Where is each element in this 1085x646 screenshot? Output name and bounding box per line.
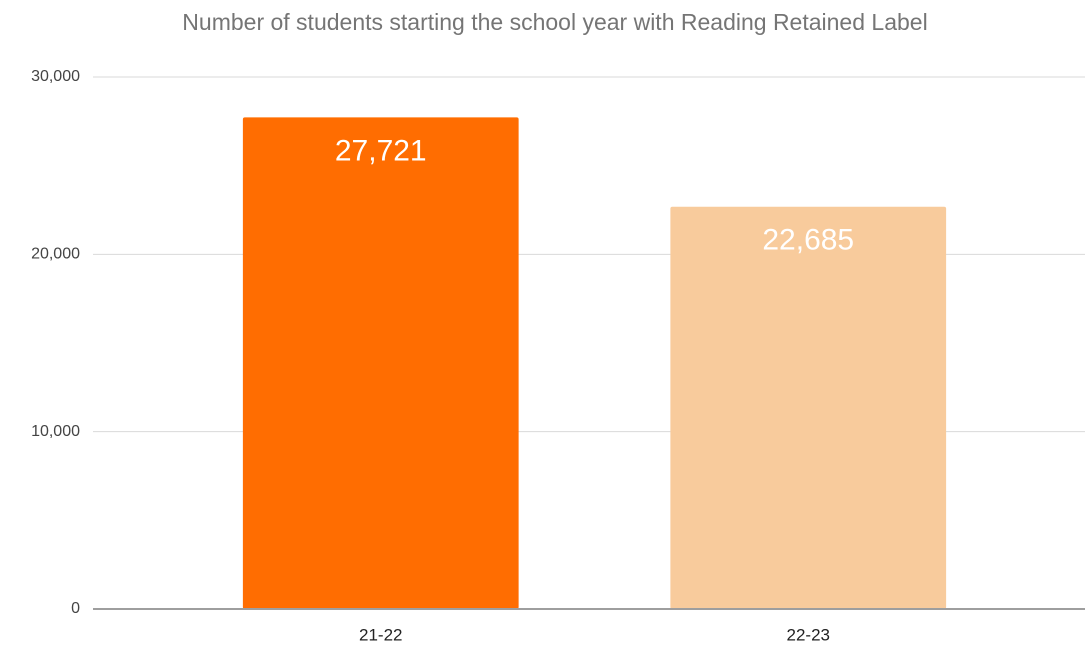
y-tick-label: 0 [71,600,80,617]
y-tick-label: 30,000 [31,68,80,85]
y-tick-label: 20,000 [31,246,80,263]
y-tick-label: 10,000 [31,423,80,440]
bar [242,117,519,609]
data-label: 27,721 [335,134,427,167]
x-tick-label: 21-22 [359,625,402,644]
chart-title: Number of students starting the school y… [182,9,927,35]
data-label: 22,685 [762,224,854,257]
bar [670,206,947,609]
x-tick-label: 22-23 [787,625,830,644]
